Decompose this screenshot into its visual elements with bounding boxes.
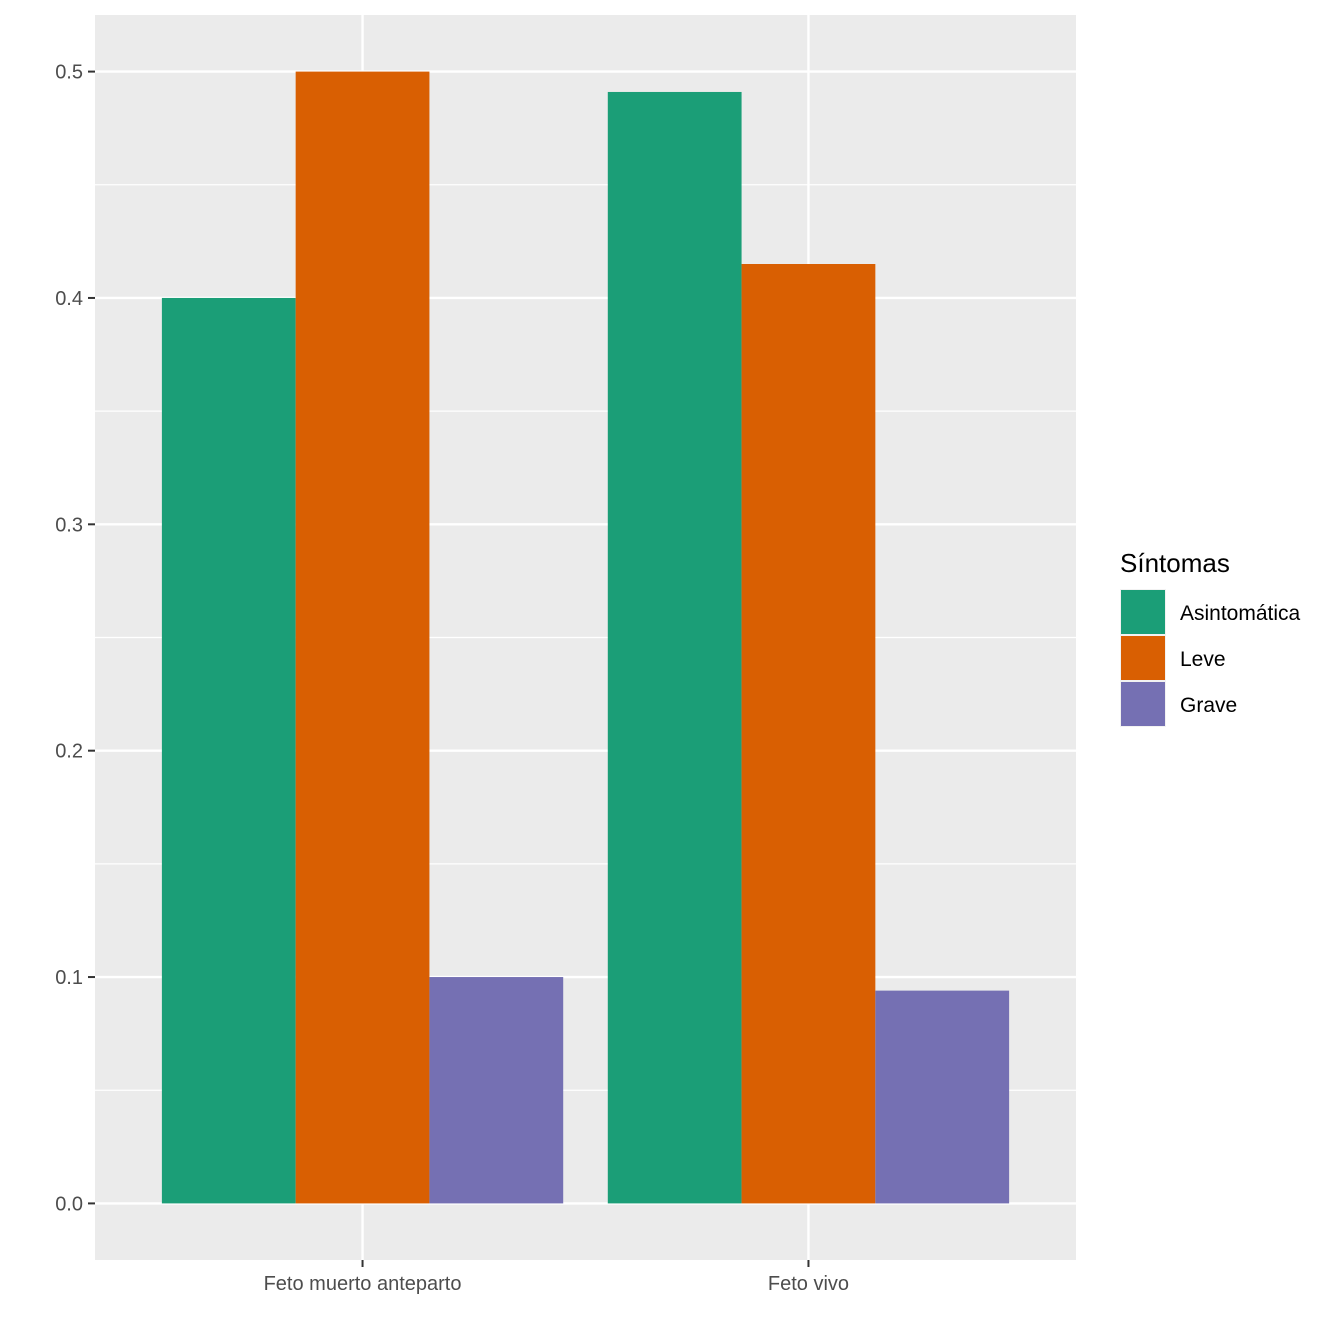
y-tick-label: 0.4 [55,288,83,310]
y-tick-label: 0.5 [55,62,83,84]
bar-grave [875,990,1010,1204]
legend-label: Leve [1180,648,1226,671]
bars [161,71,1010,1204]
x-tick-label: Feto vivo [768,1273,849,1295]
x-tick-label: Feto muerto anteparto [264,1273,462,1295]
legend-swatch [1121,590,1165,634]
legend-label: Asintomática [1180,602,1301,625]
legend-swatch [1121,682,1165,726]
bar-asintomatica [607,91,742,1204]
y-tick-label: 0.0 [55,1193,83,1215]
legend-title: Síntomas [1120,548,1230,578]
legend-label: Grave [1180,694,1237,717]
bar-leve [741,264,876,1204]
axes: 0.0 0.1 0.2 0.3 0.4 0.5 Feto muerto anteparto F… [55,62,849,1295]
bar-asintomatica [161,297,296,1204]
bar-grave [429,977,564,1204]
y-tick-label: 0.1 [55,967,83,989]
bar-leve [295,71,430,1204]
legend: Síntomas Asintomática Leve Grave [1120,548,1301,727]
y-tick-label: 0.2 [55,741,83,763]
y-tick-label: 0.3 [55,514,83,536]
legend-swatch [1121,636,1165,680]
